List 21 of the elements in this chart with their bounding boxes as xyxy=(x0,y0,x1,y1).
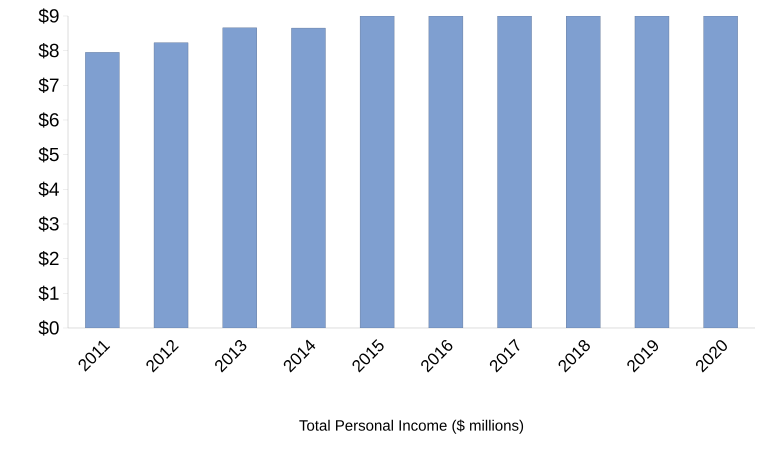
y-tick-label: $5 xyxy=(38,146,59,162)
bar xyxy=(360,16,394,328)
y-tick-label: $0 xyxy=(38,320,59,336)
y-tick-label: $7 xyxy=(38,78,59,94)
y-tick-label: $4 xyxy=(38,182,59,198)
bar xyxy=(497,16,532,328)
bar xyxy=(154,42,188,328)
bar xyxy=(428,16,464,328)
y-tick-label: $6 xyxy=(38,112,59,128)
y-tick-label: $1 xyxy=(38,286,59,302)
bar xyxy=(634,16,670,328)
bar xyxy=(291,28,326,328)
bar xyxy=(703,16,738,328)
y-tick-label: $8 xyxy=(38,42,59,58)
bar xyxy=(85,52,120,328)
x-axis-title: Total Personal Income ($ millions) xyxy=(299,420,524,434)
y-tick-label: $9 xyxy=(38,8,59,24)
y-tick-label: $3 xyxy=(38,216,59,232)
bar xyxy=(566,16,600,328)
bar xyxy=(222,28,257,328)
y-tick-label: $2 xyxy=(38,250,59,266)
